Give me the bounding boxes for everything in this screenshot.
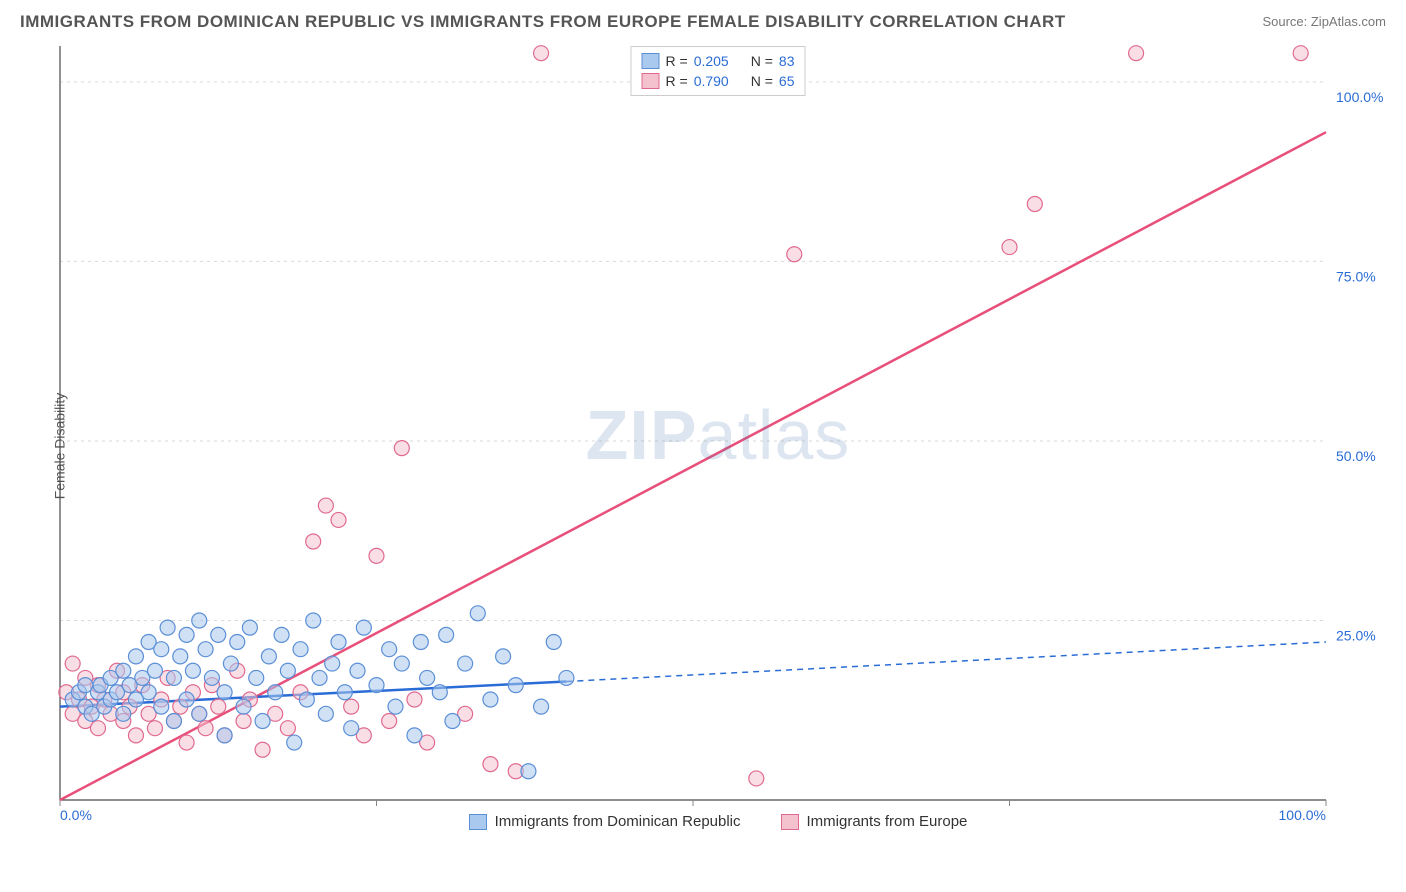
n-label-1: N = [751, 53, 773, 69]
source-label: Source: ZipAtlas.com [1262, 14, 1386, 29]
n-label-2: N = [751, 73, 773, 89]
legend-label-2: Immigrants from Europe [807, 813, 968, 830]
source-prefix: Source: [1262, 14, 1310, 29]
legend-label-1: Immigrants from Dominican Republic [495, 813, 741, 830]
r-value-2: 0.790 [694, 73, 729, 89]
swatch-series-2 [642, 73, 660, 89]
r-value-1: 0.205 [694, 53, 729, 69]
swatch-bottom-1 [469, 814, 487, 830]
source-value: ZipAtlas.com [1311, 14, 1386, 29]
plot-area: 25.0%50.0%75.0%100.0%0.0%100.0% ZIPatlas… [50, 40, 1386, 830]
svg-text:50.0%: 50.0% [1336, 448, 1376, 464]
r-label-2: R = [666, 73, 688, 89]
swatch-series-1 [642, 53, 660, 69]
r-label-1: R = [666, 53, 688, 69]
legend-stats-row-2: R = 0.790 N = 65 [642, 71, 795, 91]
swatch-bottom-2 [781, 814, 799, 830]
svg-text:100.0%: 100.0% [1336, 89, 1383, 105]
chart-svg: 25.0%50.0%75.0%100.0%0.0%100.0% [50, 40, 1386, 830]
chart-title: IMMIGRANTS FROM DOMINICAN REPUBLIC VS IM… [20, 12, 1066, 32]
svg-text:25.0%: 25.0% [1336, 627, 1376, 643]
legend-series: Immigrants from Dominican Republic Immig… [50, 813, 1386, 830]
n-value-2: 65 [779, 73, 795, 89]
legend-item-1: Immigrants from Dominican Republic [469, 813, 741, 830]
chart-container: IMMIGRANTS FROM DOMINICAN REPUBLIC VS IM… [0, 0, 1406, 892]
legend-stats-row-1: R = 0.205 N = 83 [642, 51, 795, 71]
n-value-1: 83 [779, 53, 795, 69]
legend-item-2: Immigrants from Europe [781, 813, 968, 830]
svg-text:75.0%: 75.0% [1336, 268, 1376, 284]
legend-stats: R = 0.205 N = 83 R = 0.790 N = 65 [631, 46, 806, 96]
